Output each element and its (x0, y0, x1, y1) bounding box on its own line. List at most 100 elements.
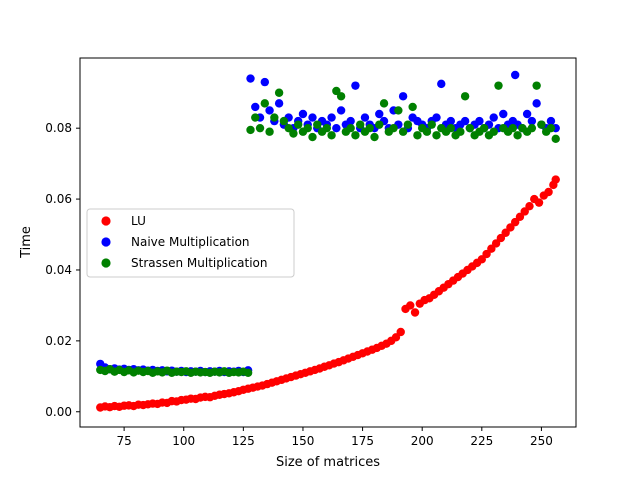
data-point (265, 106, 274, 115)
data-point (251, 113, 260, 122)
data-point (398, 127, 408, 136)
data-point (525, 201, 534, 211)
data-point (375, 120, 384, 129)
data-point (370, 132, 379, 142)
data-point (479, 123, 489, 133)
y-tick-label: 0.00 (45, 405, 72, 419)
data-point (332, 123, 341, 133)
data-point (375, 109, 384, 119)
data-point (270, 113, 279, 122)
data-point (289, 129, 298, 138)
legend-marker (101, 216, 111, 226)
y-tick-label: 0.04 (45, 263, 72, 277)
data-point (274, 99, 284, 108)
series-3 (96, 81, 560, 377)
y-tick-label: 0.08 (45, 121, 72, 135)
y-tick-label: 0.02 (45, 334, 72, 348)
data-point (394, 106, 403, 115)
data-point (396, 327, 405, 337)
x-tick-label: 225 (470, 434, 493, 448)
x-tick-label: 175 (351, 434, 374, 448)
data-point (489, 127, 498, 136)
legend-label: LU (131, 214, 146, 228)
data-point (308, 132, 317, 142)
data-point (279, 116, 289, 126)
data-point (379, 99, 389, 108)
data-point (243, 368, 253, 377)
data-point (465, 123, 475, 133)
data-point (355, 120, 365, 129)
data-point (508, 123, 518, 133)
data-point (260, 99, 270, 108)
legend-label: Strassen Multiplication (131, 256, 267, 270)
x-tick-label: 150 (292, 434, 315, 448)
data-point (351, 131, 360, 140)
data-point (346, 123, 355, 133)
data-point (303, 123, 312, 133)
data-point (532, 99, 541, 108)
data-point (336, 92, 346, 101)
data-point (406, 301, 415, 310)
data-point (246, 125, 255, 135)
marks-layer (96, 70, 560, 412)
legend-label: Naive Multiplication (131, 235, 250, 249)
data-point (456, 127, 465, 136)
data-point (360, 113, 370, 122)
data-point (274, 88, 284, 97)
legend-box (86, 208, 295, 278)
data-point (489, 113, 498, 122)
data-point (432, 113, 441, 122)
data-point (513, 131, 522, 140)
data-point (510, 70, 520, 80)
data-point (327, 131, 336, 140)
data-point (255, 123, 265, 133)
data-point (308, 113, 317, 122)
x-axis-label: Size of matrices (276, 455, 380, 470)
legend-marker (101, 237, 111, 247)
data-point (544, 187, 553, 197)
series-1 (96, 175, 560, 412)
data-point (475, 116, 484, 126)
data-point (551, 175, 560, 184)
data-point (403, 120, 413, 129)
data-point (532, 81, 541, 90)
data-point (494, 81, 503, 90)
data-point (460, 116, 470, 126)
data-point (246, 74, 255, 83)
data-point (336, 106, 346, 115)
data-point (265, 127, 274, 136)
data-point (527, 116, 537, 126)
data-point (522, 109, 532, 119)
y-axis-label: Time (19, 226, 34, 259)
data-point (446, 116, 456, 126)
data-point (546, 123, 556, 133)
data-point (351, 81, 360, 90)
x-tick-label: 75 (116, 434, 131, 448)
data-point (251, 102, 260, 112)
data-point (422, 127, 432, 136)
data-point (460, 92, 470, 101)
x-tick-label: 125 (232, 434, 255, 448)
data-point (534, 198, 544, 207)
data-point (313, 120, 322, 129)
data-point (408, 102, 417, 112)
data-point (322, 123, 332, 133)
x-tick-label: 250 (530, 434, 553, 448)
y-tick-label: 0.06 (45, 192, 72, 206)
data-point (327, 113, 336, 122)
data-point (546, 116, 556, 126)
y-axis: 0.00 0.02 0.04 0.06 0.08 (45, 121, 80, 419)
data-point (365, 123, 374, 133)
data-point (260, 77, 270, 87)
data-point (527, 123, 537, 133)
data-point (389, 123, 398, 133)
data-point (298, 109, 308, 119)
data-point (551, 134, 560, 144)
data-point (410, 308, 420, 317)
data-point (413, 131, 422, 140)
legend-marker (101, 258, 111, 268)
legend: LU Naive Multiplication Strassen Multiplic… (86, 208, 295, 278)
x-tick-label: 200 (411, 434, 434, 448)
